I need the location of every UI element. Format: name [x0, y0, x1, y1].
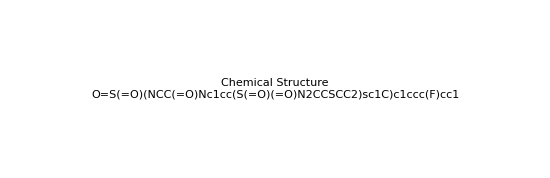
Text: Chemical Structure
O=S(=O)(NCC(=O)Nc1cc(S(=O)(=O)N2CCSCC2)sc1C)c1ccc(F)cc1: Chemical Structure O=S(=O)(NCC(=O)Nc1cc(… — [91, 78, 459, 100]
